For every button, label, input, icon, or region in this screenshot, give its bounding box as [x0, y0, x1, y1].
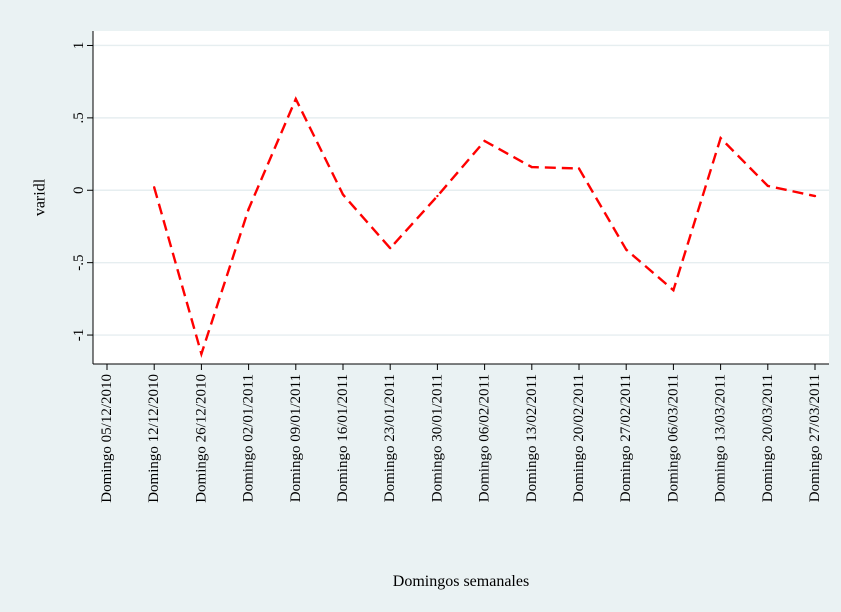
x-tick-label: Domingo 30/01/2011 — [429, 374, 445, 502]
data-point — [247, 207, 250, 211]
x-tick-label: Domingo 13/02/2011 — [524, 374, 540, 502]
y-axis-ticks: 1 .5 0 -.5 -1 — [71, 42, 93, 342]
x-tick-label: Domingo 05/12/2010 — [99, 374, 115, 503]
x-tick-label: Domingo 06/03/2011 — [665, 374, 681, 502]
data-point — [389, 246, 392, 250]
y-tick-label: .5 — [71, 112, 87, 123]
data-point — [200, 352, 203, 356]
x-tick-label: Domingo 26/12/2010 — [193, 374, 209, 503]
x-tick-label: Domingo 20/02/2011 — [571, 374, 587, 502]
x-tick-label: Domingo 20/03/2011 — [760, 374, 776, 502]
x-axis-label: Domingos semanales — [393, 573, 529, 590]
x-tick-label: Domingo 27/03/2011 — [807, 374, 823, 502]
data-point — [153, 186, 156, 189]
x-tick-label: Domingo 16/01/2011 — [335, 374, 351, 502]
data-point — [813, 194, 817, 198]
x-tick-label: Domingo 02/01/2011 — [241, 374, 257, 502]
data-point — [530, 165, 533, 169]
x-tick-label: Domingo 27/02/2011 — [618, 374, 634, 502]
plot-area — [93, 31, 829, 364]
data-point — [672, 288, 675, 292]
data-point — [766, 184, 769, 188]
x-tick-label: Domingo 06/02/2011 — [477, 374, 493, 502]
data-point — [625, 248, 628, 251]
x-axis-ticks: Domingo 05/12/2010 Domingo 12/12/2010 Domi… — [99, 364, 823, 503]
x-tick-label: Domingo 09/01/2011 — [288, 374, 304, 502]
data-point — [577, 167, 581, 170]
data-point — [294, 97, 297, 101]
axes — [92, 31, 829, 365]
grid-lines — [93, 44, 829, 336]
data-point — [436, 194, 439, 198]
y-axis-label: varidl — [32, 178, 49, 216]
data-point — [483, 139, 486, 143]
y-tick-label: 0 — [71, 187, 87, 195]
x-tick-label: Domingo 13/03/2011 — [713, 374, 729, 502]
y-tick-label: -1 — [71, 329, 87, 342]
x-tick-label: Domingo 12/12/2010 — [146, 374, 162, 503]
data-point — [341, 193, 345, 196]
data-point — [719, 136, 722, 140]
x-tick-label: Domingo 23/01/2011 — [382, 374, 398, 502]
y-tick-label: 1 — [71, 42, 87, 50]
y-tick-label: -.5 — [71, 255, 87, 271]
series-layer — [153, 96, 817, 359]
